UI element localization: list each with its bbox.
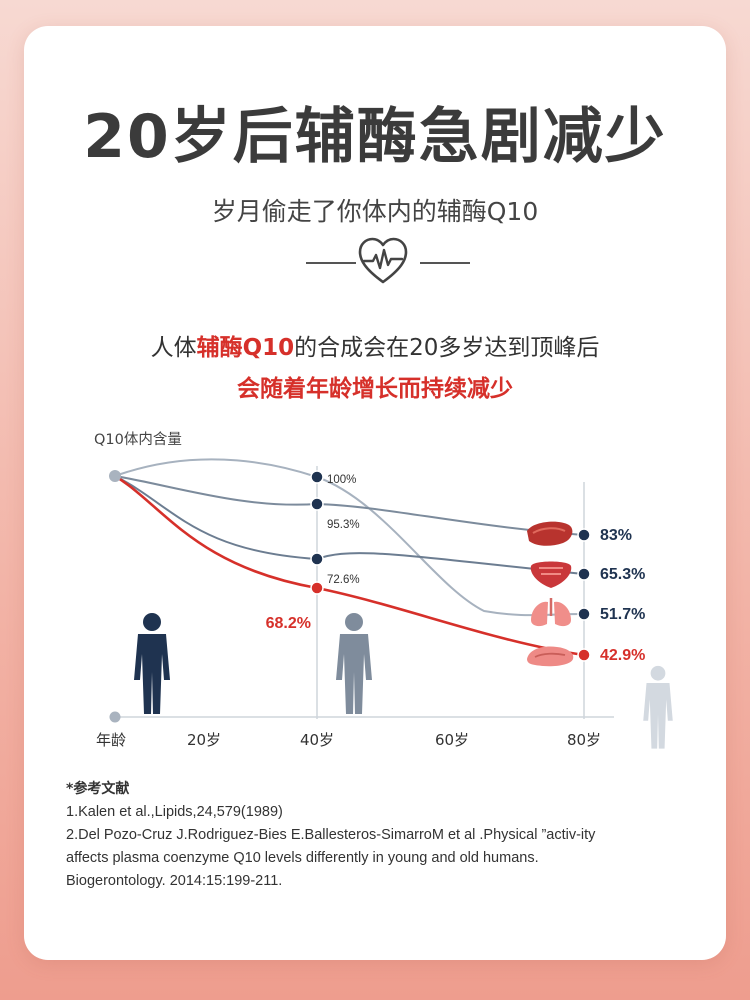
reference-item: affects plasma coenzyme Q10 levels diffe… bbox=[66, 850, 539, 866]
heart-organ-icon bbox=[530, 561, 572, 588]
series-line-lungs bbox=[114, 458, 585, 617]
references-heading: *参考文献 bbox=[66, 781, 130, 797]
intro-text-pre: 人体 bbox=[150, 335, 197, 361]
intro-line-2: 会随着年龄增长而持续减少 bbox=[237, 376, 513, 402]
references: *参考文献 1.Kalen et al.,Lipids,24,579(1989)… bbox=[66, 778, 706, 893]
data-label: 95.3% bbox=[327, 519, 360, 531]
data-point bbox=[577, 648, 591, 662]
data-label: 65.3% bbox=[600, 566, 645, 583]
x-axis-origin-dot bbox=[109, 711, 121, 723]
start-point bbox=[109, 470, 121, 482]
reference-item: 1.Kalen et al.,Lipids,24,579(1989) bbox=[66, 804, 283, 820]
x-tick-label: 20岁 bbox=[187, 731, 221, 749]
reference-item: 2.Del Pozo-Cruz J.Rodriguez-Bies E.Balle… bbox=[66, 827, 596, 843]
x-axis-label: 年龄 bbox=[96, 731, 126, 749]
data-label: 68.2% bbox=[266, 615, 311, 632]
pancreas-icon bbox=[527, 646, 574, 667]
data-point bbox=[577, 567, 591, 581]
divider-left bbox=[306, 262, 356, 264]
intro-line-1: 人体辅酶Q10的合成会在20多岁达到顶峰后 bbox=[24, 328, 726, 362]
data-point bbox=[577, 607, 591, 621]
data-point bbox=[310, 497, 324, 511]
page-title: 20岁后辅酶急剧减少 bbox=[83, 102, 667, 172]
human-figure-young bbox=[134, 613, 170, 714]
data-label: 72.6% bbox=[327, 574, 360, 586]
x-tick-label: 40岁 bbox=[300, 731, 334, 749]
data-label: 83% bbox=[600, 527, 632, 544]
data-label: 51.7% bbox=[600, 606, 645, 623]
data-point bbox=[577, 528, 591, 542]
heartbeat-icon bbox=[358, 237, 408, 284]
lungs-icon bbox=[531, 598, 571, 627]
page-subtitle: 岁月偷走了你体内的辅酶Q10 bbox=[211, 197, 539, 226]
data-point bbox=[310, 581, 324, 595]
liver-icon bbox=[527, 521, 573, 546]
x-tick-label: 60岁 bbox=[435, 731, 469, 749]
content-card: 20岁后辅酶急剧减少 岁月偷走了你体内的辅酶Q10 人体辅酶Q10的合成会在20… bbox=[24, 26, 726, 960]
data-label: 42.9% bbox=[600, 647, 645, 664]
y-axis-label: Q10体内含量 bbox=[94, 431, 182, 448]
reference-item: Biogerontology. 2014:15:199-211. bbox=[66, 873, 283, 889]
data-labels: 95.3% 83% 72.6% 65.3% 100% 51.7% 68.2% 42.9% bbox=[266, 474, 646, 664]
x-tick-label: 80岁 bbox=[567, 731, 601, 749]
human-figure-old bbox=[643, 665, 673, 749]
human-figure-middle bbox=[336, 613, 372, 714]
q10-chart: Q10体内含量 年龄 20岁 40岁 60岁 80岁 bbox=[94, 431, 673, 749]
data-label: 100% bbox=[327, 474, 356, 486]
data-point bbox=[310, 470, 324, 484]
data-point bbox=[310, 552, 324, 566]
data-points bbox=[310, 470, 591, 662]
intro-highlight: 辅酶Q10 bbox=[196, 335, 295, 361]
divider-right bbox=[420, 262, 470, 264]
intro-text-post: 的合成会在20多岁达到顶峰后 bbox=[294, 335, 600, 361]
